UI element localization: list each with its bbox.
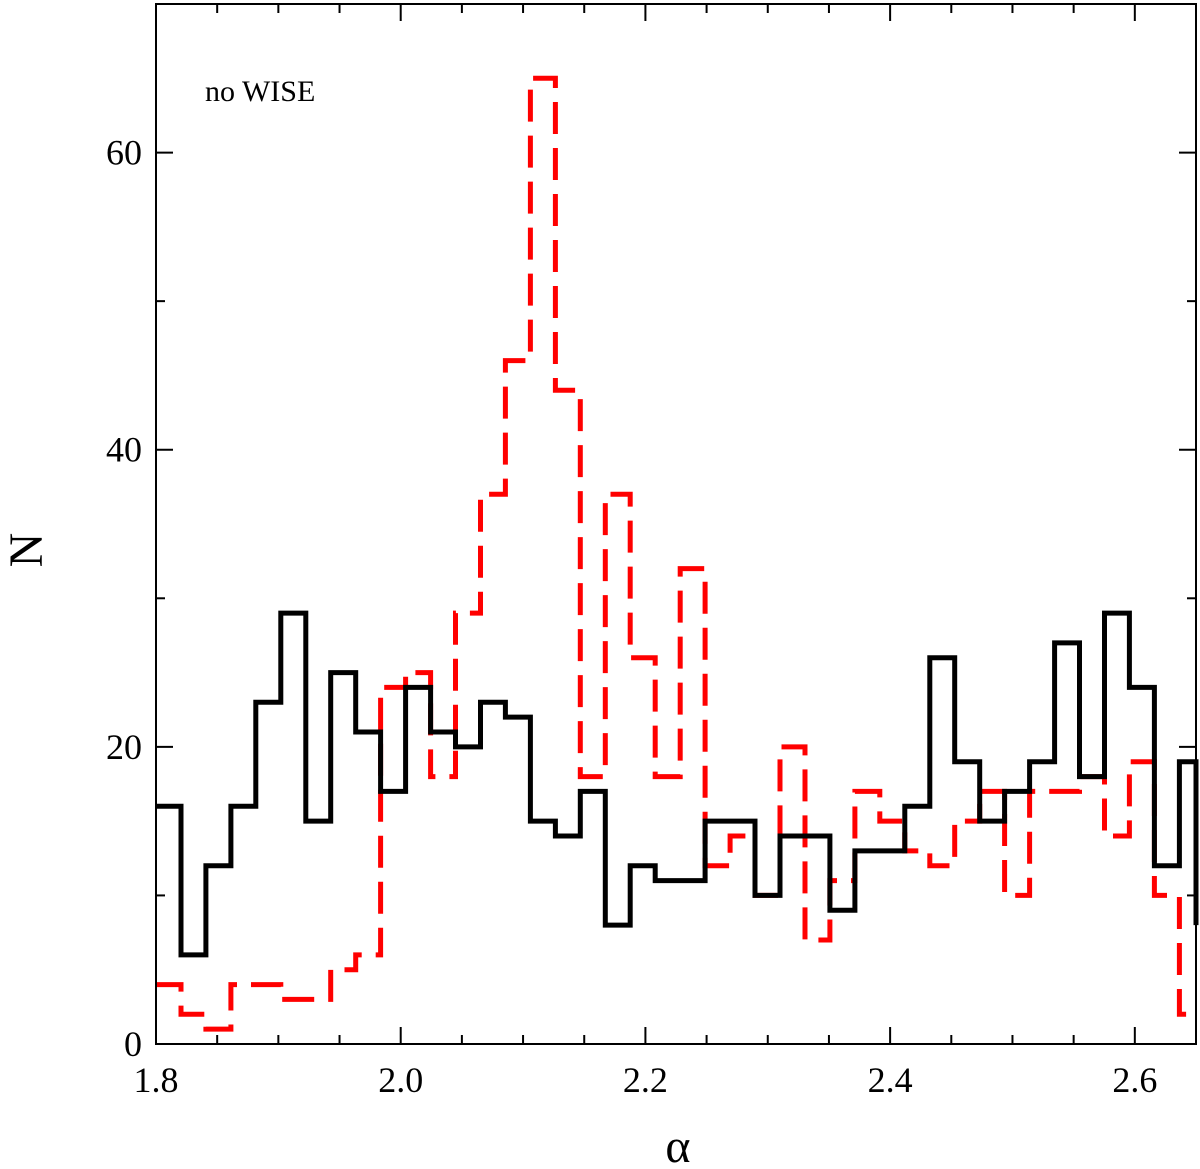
series-layer <box>156 75 1199 1032</box>
series-dashed-histogram <box>156 75 1196 1032</box>
y-tick-label: 40 <box>106 430 142 470</box>
annotation-no-wise: no WISE <box>205 75 315 108</box>
minor-ticks <box>156 3 1197 1044</box>
y-tick-label: 60 <box>106 133 142 173</box>
x-tick-label: 2.2 <box>623 1060 668 1100</box>
x-axis-label: α <box>665 1120 690 1169</box>
plot-frame <box>155 3 1197 1045</box>
major-ticks <box>155 4 1196 1045</box>
y-tick-label: 0 <box>124 1024 142 1064</box>
series-solid-histogram <box>156 610 1199 958</box>
x-tick-label: 2.6 <box>1112 1060 1157 1100</box>
x-tick-labels: 1.8 2.0 2.2 2.4 2.6 <box>134 1060 1158 1100</box>
y-tick-label: 20 <box>106 727 142 767</box>
y-axis-label: N <box>0 533 53 568</box>
x-tick-label: 2.4 <box>868 1060 913 1100</box>
y-tick-labels: 0 20 40 60 <box>106 133 142 1064</box>
x-tick-label: 2.0 <box>378 1060 423 1100</box>
x-tick-label: 1.8 <box>134 1060 179 1100</box>
